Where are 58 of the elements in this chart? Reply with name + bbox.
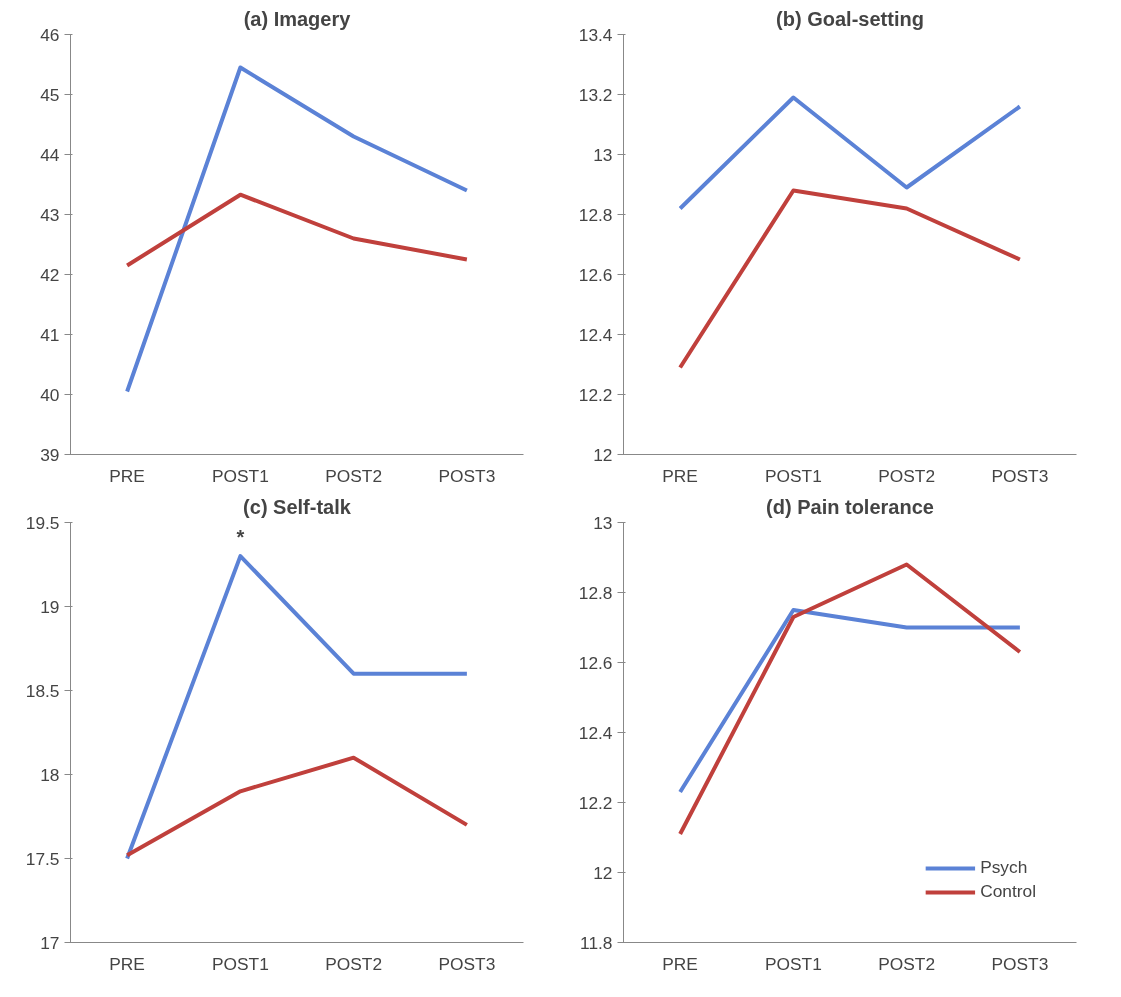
y-tick-label: 12.6 [578, 652, 613, 673]
chart-title: (c) Self-talk [243, 495, 352, 518]
line-series [678, 95, 1022, 211]
x-tick-label: POST2 [325, 953, 383, 974]
x-tick-label: POST2 [878, 465, 936, 486]
x-tick-label: POST2 [878, 953, 936, 974]
y-tick-label: 13 [593, 512, 613, 533]
y-tick-label: 12.4 [578, 324, 613, 345]
line-series [125, 755, 469, 858]
line-series [125, 65, 469, 394]
y-tick-label: 19 [40, 596, 60, 617]
x-tick-label: POST3 [991, 465, 1049, 486]
y-tick-label: 17 [40, 932, 60, 953]
x-tick-label: POST3 [438, 953, 496, 974]
x-tick-label: PRE [662, 953, 698, 974]
y-tick-label: 40 [40, 384, 60, 405]
y-tick-label: 12.8 [578, 204, 613, 225]
y-tick-label: 19.5 [25, 512, 60, 533]
chart-title: (d) Pain tolerance [766, 495, 934, 518]
x-tick-label: POST1 [764, 953, 822, 974]
y-tick-label: 12.8 [578, 582, 613, 603]
y-tick-label: 18.5 [25, 680, 60, 701]
y-tick-label: 18 [40, 764, 60, 785]
y-tick-label: 13 [593, 144, 613, 165]
y-tick-label: 12 [593, 444, 613, 465]
x-tick-label: POST3 [991, 953, 1049, 974]
y-tick-label: 11.8 [580, 932, 613, 953]
y-tick-label: 12 [593, 862, 613, 883]
x-tick-label: PRE [109, 465, 145, 486]
chart-title: (b) Goal-setting [776, 7, 924, 30]
y-tick-label: 46 [40, 24, 60, 45]
annotation: * [236, 526, 245, 549]
y-tick-label: 17.5 [25, 848, 60, 869]
x-tick-label: POST2 [325, 465, 383, 486]
y-tick-label: 44 [40, 144, 60, 165]
x-tick-label: POST1 [764, 465, 822, 486]
y-tick-label: 41 [40, 324, 60, 345]
legend-label: Control [980, 881, 1036, 902]
x-tick-label: POST3 [438, 465, 496, 486]
x-tick-label: POST1 [211, 953, 269, 974]
y-tick-label: 12.6 [578, 264, 613, 285]
x-tick-label: PRE [109, 953, 145, 974]
x-tick-label: POST1 [211, 465, 269, 486]
line-series [125, 192, 469, 268]
y-tick-label: 13.4 [578, 24, 613, 45]
y-tick-label: 12.4 [578, 722, 613, 743]
line-series [678, 188, 1022, 370]
y-tick-label: 12.2 [578, 792, 613, 813]
chart-title: (a) Imagery [243, 7, 352, 30]
y-tick-label: 43 [40, 204, 60, 225]
line-series [678, 562, 1022, 836]
y-tick-label: 39 [40, 444, 60, 465]
x-tick-label: PRE [662, 465, 698, 486]
y-tick-label: 45 [40, 84, 60, 105]
y-tick-label: 13.2 [578, 84, 613, 105]
y-tick-label: 42 [40, 264, 60, 285]
legend-label: Psych [980, 857, 1028, 878]
y-tick-label: 12.2 [578, 384, 613, 405]
